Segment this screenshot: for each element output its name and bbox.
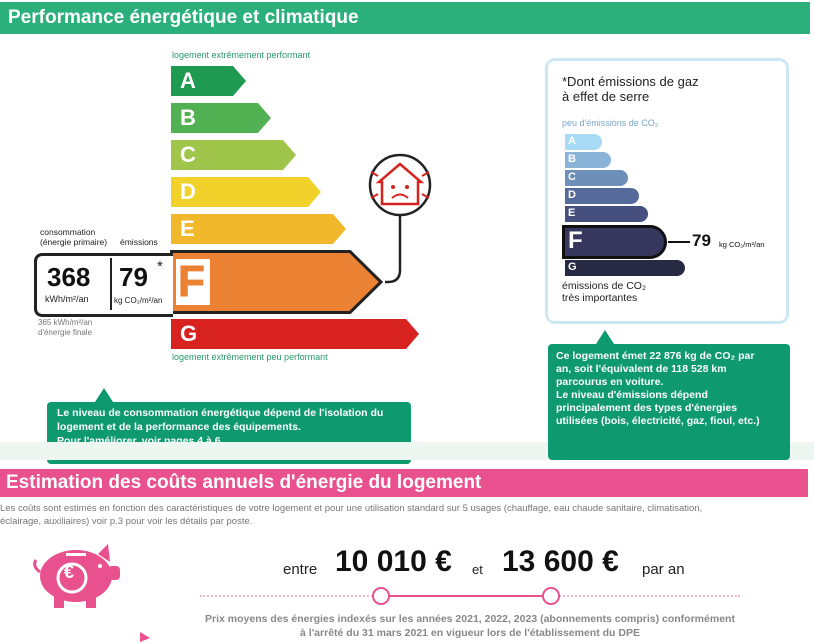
final-energy: 365 kWh/m²/an d'énergie finale [38,318,92,338]
section-separator [0,442,548,460]
co2-letter: D [568,189,576,201]
cost-low: 10 010 € [335,545,452,578]
energy-unit: kWh/m²/an [45,294,89,304]
consumption-label-line1: consommation [40,227,96,237]
costs-description-line2: éclairage, auxiliaires) voir p.3 pour vo… [0,516,253,527]
value-divider [110,258,112,310]
piggy-bank-icon [33,544,120,608]
co2-bar-a: A [565,134,602,150]
co2-letter: G [568,261,577,273]
co2-bar-b: B [565,152,611,168]
costs-description-line1: Les coûts sont estimés en fonction des c… [0,503,703,514]
co2-top-label: peu d'émissions de CO₂ [562,118,659,128]
section-title: Estimation des coûts annuels d'énergie d… [6,472,482,493]
dpe-letter: A [180,68,196,93]
dpe-letter: C [180,142,196,167]
tip-pointer [95,388,113,402]
dpe-letter: G [180,321,198,346]
co2-bar-f-current: F [562,225,668,259]
costs-description: Les coûts sont estimés en fonction des c… [0,502,814,528]
co2-pointer-line [668,241,690,243]
energy-value: 368 [47,262,91,292]
range-line [380,595,550,597]
cost-high: 13 600 € [502,545,619,578]
sad-house-icon [368,153,432,284]
section-header-performance: Performance énergétique et climatique [0,2,810,34]
between-word: entre [283,561,318,578]
co2-bar-g: G [565,260,685,276]
dpe-bar-e: E [171,214,346,244]
consumption-label: consommation (énergie primaire) [40,227,107,247]
dpe-bar-d: D [171,177,321,207]
co2-title-line1: *Dont émissions de gaz [562,74,699,89]
co2-tip-line: an, soit l'équivalent de 118 528 km [556,363,727,375]
co2-letter: B [568,153,576,165]
co2-title: *Dont émissions de gaz à effet de serre [562,74,699,104]
co2-current-letter: F [568,227,583,254]
co2-bar-c: C [565,170,628,186]
section-title: Performance énergétique et climatique [8,7,359,28]
emissions-value: 79 [119,262,148,292]
price-note-line2: à l'arrêté du 31 mars 2021 en vigueur lo… [300,627,640,639]
co2-tip-pointer [596,330,614,344]
emissions-star: * [157,258,163,275]
dpe-letter: D [180,179,196,204]
arrow-icon [140,632,150,642]
co2-tip-box: Ce logement émet 22 876 kg de CO₂ par an… [548,344,790,460]
price-note: Prix moyens des énergies indexés sur les… [170,612,770,640]
dpe-letter: B [180,105,196,130]
co2-tip-line: utilisées (bois, électricité, gaz, fioul… [556,415,760,427]
dpe-letter: E [180,216,195,241]
co2-tip-line: principalement des types d'énergies [556,402,738,414]
co2-bar-e: E [565,206,648,222]
co2-value: 79 [692,231,711,250]
co2-tip-line: Ce logement émet 22 876 kg de CO₂ par [556,350,755,362]
per-year-word: par an [642,561,685,578]
section-separator-right [790,442,814,460]
energy-tip-line: Le niveau de consommation énergétique dé… [57,407,384,419]
co2-bottom-label: émissions de CO₂ très importantes [562,280,646,304]
bottom-scale-label: logement extrêmement peu performant [172,352,328,362]
co2-bottom-line2: très importantes [562,292,638,304]
dpe-bar-b: B [171,103,271,133]
consumption-value-box: 368 kWh/m²/an 79 * kg CO₂/m²/an [34,253,173,317]
price-note-line1: Prix moyens des énergies indexés sur les… [205,613,735,625]
dpe-bar-a: A [171,66,246,96]
top-scale-label: logement extrêmement performant [172,50,311,60]
dpe-bar-g: G [171,319,419,349]
range-marker-low [372,587,390,605]
co2-title-line2: à effet de serre [562,89,650,104]
final-energy-line1: 365 kWh/m²/an [38,318,93,327]
dpe-current-letter: F [178,257,206,307]
dpe-bar-c: C [171,140,296,170]
energy-tip-line: logement et de la performance des équipe… [57,421,301,433]
and-word: et [472,562,483,577]
co2-letter: C [568,171,576,183]
co2-unit: kg CO₂/m²/an [719,240,765,249]
piggy-euro-symbol: € [64,562,75,582]
final-energy-line2: d'énergie finale [38,328,93,337]
co2-bar-d: D [565,188,639,204]
emissions-unit: kg CO₂/m²/an [114,296,163,305]
dpe-bar-f-current: F [170,250,384,314]
range-marker-high [542,587,560,605]
co2-letter: A [568,135,576,147]
co2-letter: E [568,207,576,219]
co2-bottom-line1: émissions de CO₂ [562,280,647,292]
consumption-label-line2: (énergie primaire) [40,237,108,247]
section-header-costs: Estimation des coûts annuels d'énergie d… [0,469,808,497]
co2-tip-line: parcourus en voiture. [556,376,664,388]
emissions-label: émissions [120,237,158,247]
co2-tip-line: Le niveau d'émissions dépend [556,389,708,401]
